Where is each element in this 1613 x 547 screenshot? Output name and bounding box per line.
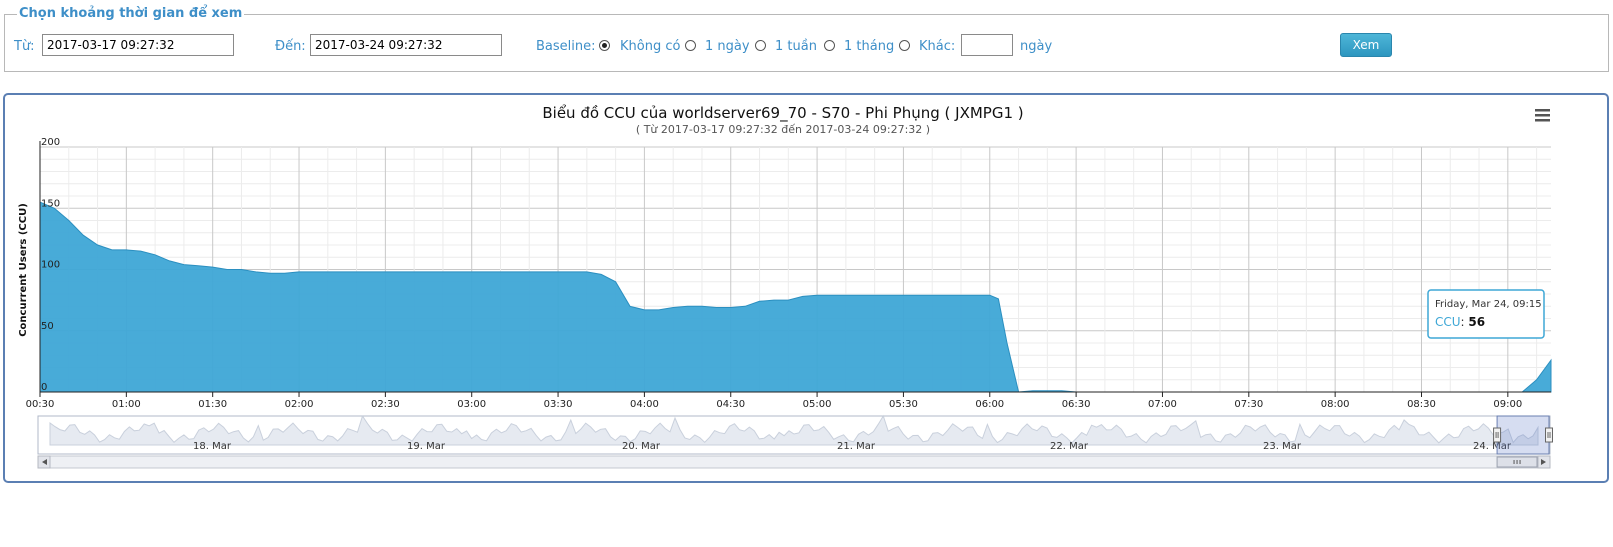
scrollbar-track[interactable] (37, 455, 1551, 469)
x-tick-label: 03:00 (457, 399, 486, 410)
baseline-1month-label: 1 tháng (844, 39, 895, 54)
navigator-left-handle[interactable] (1493, 427, 1502, 443)
navigator-date-label: 20. Mar (622, 441, 661, 452)
baseline-custom-label: Khác: (919, 39, 956, 54)
time-range-filter: Chọn khoảng thời gian để xem Từ: Đến: Ba… (4, 6, 1609, 72)
x-tick-label: 05:30 (889, 399, 918, 410)
navigator[interactable]: 18. Mar 19. Mar 20. Mar 21. Mar 22. Mar 23. M… (37, 414, 1553, 455)
filter-legend: Chọn khoảng thời gian để xem (17, 6, 245, 22)
navigator-date-label: 18. Mar (193, 441, 232, 452)
x-tick-label: 08:30 (1407, 399, 1436, 410)
chevron-left-icon (42, 459, 47, 465)
from-label: Từ: (14, 39, 35, 54)
handle-body (1493, 427, 1502, 443)
y-tick-label: 150 (41, 198, 60, 209)
svg-text:CCU: 56: CCU: 56 (1435, 315, 1485, 329)
baseline-none-label: Không có (620, 39, 681, 54)
x-tick-label: 04:00 (630, 399, 659, 410)
baseline-1day-label: 1 ngày (705, 39, 750, 54)
navigator-window[interactable] (1496, 415, 1550, 455)
x-tick-label: 08:00 (1321, 399, 1350, 410)
ccu-area-series (39, 201, 1552, 393)
view-button[interactable]: Xem (1340, 33, 1392, 57)
x-tick-label: 07:30 (1234, 399, 1263, 410)
x-tick-label: 02:00 (285, 399, 314, 410)
from-date-input[interactable] (42, 34, 234, 56)
chart-title: Biểu đồ CCU của worldserver69_70 - S70 -… (542, 104, 1023, 123)
baseline-custom-radio[interactable] (899, 40, 910, 51)
x-tick-label: 01:00 (112, 399, 141, 410)
x-tick-label: 07:00 (1148, 399, 1177, 410)
x-tick-label: 01:30 (198, 399, 227, 410)
tooltip-value: 56 (1468, 315, 1485, 329)
baseline-1week-radio[interactable] (755, 40, 766, 51)
y-axis-label: Concurrent Users (CCU) (18, 203, 29, 337)
navigator-labels: 18. Mar 19. Mar 20. Mar 21. Mar 22. Mar 23. M… (193, 441, 1512, 452)
y-tick-label: 0 (41, 382, 47, 393)
y-tick-label: 50 (41, 321, 54, 332)
baseline-label: Baseline: (536, 39, 596, 54)
navigator-date-label: 19. Mar (407, 441, 446, 452)
scrollbar-grip-icon (1513, 460, 1521, 464)
chevron-right-icon (1541, 459, 1546, 465)
navigator-right-handle[interactable] (1545, 427, 1553, 443)
navigator-date-label: 21. Mar (837, 441, 876, 452)
y-tick-label: 200 (41, 137, 60, 148)
hamburger-menu-icon[interactable] (1535, 108, 1551, 122)
x-tick-label: 09:00 (1493, 399, 1522, 410)
to-date-input[interactable] (310, 34, 502, 56)
baseline-1month-radio[interactable] (824, 40, 835, 51)
chart-subtitle: ( Từ 2017-03-17 09:27:32 đến 2017-03-24 … (636, 123, 930, 136)
y-tick-label: 100 (41, 260, 60, 271)
chart-tooltip: Friday, Mar 24, 09:15 CCU: 56 (1427, 289, 1545, 339)
navigator-date-label: 22. Mar (1050, 441, 1089, 452)
days-unit-label: ngày (1020, 39, 1053, 54)
ccu-chart: 0 50 100 150 200 00:30 01:00 01:30 02:00 02:30 03:… (18, 104, 1553, 469)
x-tick-label: 04:30 (716, 399, 745, 410)
x-tick-label: 05:00 (803, 399, 832, 410)
baseline-none-radio[interactable] (599, 40, 610, 51)
custom-days-input[interactable] (961, 34, 1013, 56)
navigator-area (49, 414, 1539, 446)
x-tick-label: 06:30 (1062, 399, 1091, 410)
axes: 0 50 100 150 200 00:30 01:00 01:30 02:00 02:30 03:… (26, 137, 1551, 410)
scrollbar[interactable] (37, 455, 1551, 469)
navigator-series (49, 414, 1539, 446)
to-label: Đến: (275, 39, 306, 54)
tooltip-series-name: CCU (1435, 315, 1461, 329)
tooltip-date: Friday, Mar 24, 09:15 (1435, 299, 1542, 310)
x-tick-label: 03:30 (544, 399, 573, 410)
x-tick-label: 02:30 (371, 399, 400, 410)
navigator-date-label: 24. Mar (1473, 441, 1512, 452)
series-layer (39, 201, 1552, 393)
ccu-chart-panel: 0 50 100 150 200 00:30 01:00 01:30 02:00 02:30 03:… (3, 93, 1609, 483)
x-tick-label: 00:30 (26, 399, 55, 410)
x-tick-label: 06:00 (975, 399, 1004, 410)
navigator-date-label: 23. Mar (1263, 441, 1302, 452)
baseline-1day-radio[interactable] (685, 40, 696, 51)
baseline-1week-label: 1 tuần (775, 39, 817, 54)
handle-body (1545, 427, 1553, 443)
